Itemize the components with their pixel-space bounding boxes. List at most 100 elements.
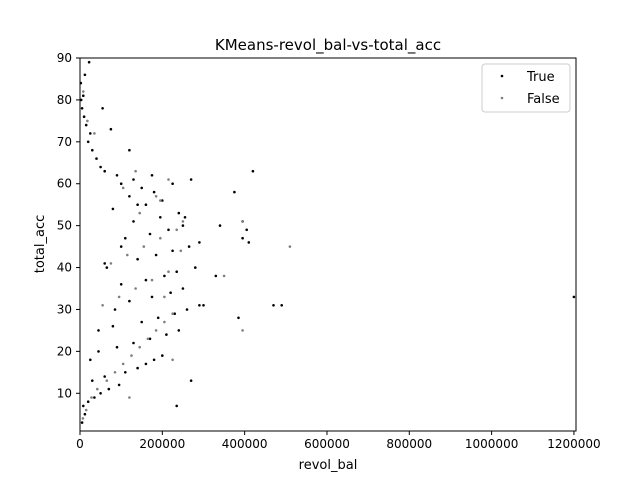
point-true-35: [194, 266, 197, 269]
point-true-96: [150, 174, 154, 177]
point-true-94: [119, 245, 123, 248]
point-true-77: [247, 241, 251, 244]
point-true-16: [115, 345, 119, 349]
point-true-67: [79, 98, 83, 102]
point-true-8: [91, 379, 94, 383]
point-true-52: [128, 195, 131, 198]
point-true-51: [161, 199, 164, 202]
point-true-95: [136, 203, 139, 206]
x-tick-label: 200000: [139, 437, 185, 451]
point-true-46: [132, 220, 135, 223]
point-true-66: [80, 107, 84, 110]
y-tick-label: 40: [57, 261, 72, 275]
point-true-6: [107, 387, 111, 391]
point-true-12: [144, 362, 148, 366]
point-true-63: [89, 132, 92, 135]
point-true-28: [150, 295, 154, 299]
point-true-47: [159, 216, 162, 219]
point-false-12: [171, 312, 174, 316]
point-true-81: [175, 404, 178, 408]
point-true-18: [148, 337, 152, 341]
point-false-20: [142, 245, 146, 248]
point-true-68: [82, 94, 85, 97]
point-true-82: [189, 379, 193, 383]
point-true-9: [103, 375, 106, 378]
point-true-33: [163, 274, 166, 278]
point-true-45: [181, 224, 185, 227]
y-tick-label: 90: [57, 51, 72, 65]
x-tick-label: 400000: [222, 437, 268, 451]
point-false-39: [171, 358, 174, 362]
point-false-13: [101, 304, 104, 307]
x-tick-label: 0: [76, 437, 84, 451]
point-true-64: [84, 123, 88, 127]
x-tick-label: 800000: [386, 437, 432, 451]
point-true-54: [140, 186, 143, 190]
point-false-4: [105, 379, 109, 383]
x-axis-ticks: 0 200000 400000 600000 800000 1000000 1200000: [76, 431, 601, 451]
point-true-98: [183, 216, 187, 219]
point-false-5: [113, 371, 117, 374]
x-tick-label: 600000: [304, 437, 350, 451]
point-false-11: [163, 320, 166, 324]
y-tick-label: 50: [57, 219, 72, 233]
point-false-7: [130, 354, 133, 357]
point-false-2: [90, 396, 93, 399]
point-true-25: [185, 308, 189, 311]
legend-box: [481, 63, 571, 113]
point-true-42: [124, 236, 127, 240]
point-true-97: [171, 182, 174, 185]
point-false-24: [154, 195, 158, 198]
point-true-50: [144, 203, 148, 206]
point-true-17: [132, 341, 135, 345]
point-true-71: [87, 60, 91, 64]
point-false-15: [134, 287, 137, 290]
point-true-79: [272, 304, 275, 307]
point-true-32: [144, 278, 148, 282]
y-tick-label: 60: [57, 177, 72, 191]
point-true-29: [169, 291, 172, 295]
point-false-40: [181, 220, 185, 223]
point-true-92: [97, 329, 100, 332]
y-axis-ticks: 10 20 30 40 50 60 70 80 90: [57, 51, 80, 400]
point-true-10: [124, 371, 127, 374]
plot-frame: [79, 57, 577, 432]
point-false-1: [84, 408, 88, 412]
point-false-8: [138, 345, 141, 349]
point-true-89: [128, 148, 131, 152]
point-false-34: [128, 396, 131, 399]
point-true-1: [83, 412, 87, 416]
point-true-90: [105, 266, 109, 269]
point-true-70: [83, 73, 87, 77]
y-tick-label: 30: [57, 302, 72, 316]
point-false-18: [109, 262, 113, 265]
legend: True False: [481, 63, 571, 113]
point-true-56: [132, 178, 135, 181]
point-false-26: [134, 169, 137, 173]
point-true-41: [198, 241, 201, 244]
point-true-26: [198, 304, 201, 307]
chart-title: KMeans-revol_bal-vs-total_acc: [215, 36, 441, 55]
point-true-22: [140, 320, 143, 324]
point-false-16: [150, 278, 154, 282]
point-true-23: [156, 316, 160, 320]
point-true-31: [119, 283, 123, 286]
point-false-10: [154, 329, 158, 332]
point-true-5: [99, 392, 102, 395]
y-tick-label: 20: [57, 344, 72, 358]
point-true-80: [280, 304, 284, 307]
point-false-30: [241, 329, 244, 332]
point-false-22: [175, 228, 178, 232]
legend-marker-false: [500, 96, 504, 100]
point-true-88: [109, 127, 113, 131]
point-true-55: [119, 182, 123, 185]
point-false-35: [93, 132, 96, 135]
point-true-57: [115, 174, 119, 177]
point-true-27: [128, 299, 131, 303]
point-true-43: [148, 232, 152, 236]
point-true-39: [171, 249, 174, 253]
point-true-11: [136, 366, 139, 370]
point-true-86: [241, 236, 244, 240]
point-true-7: [117, 383, 121, 387]
